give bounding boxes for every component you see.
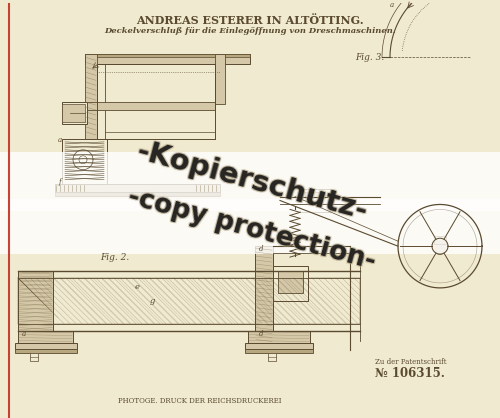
Bar xyxy=(18,331,73,342)
Text: Fig. 2.: Fig. 2. xyxy=(100,253,129,262)
Text: -copy protection-: -copy protection- xyxy=(126,185,380,276)
Text: -Kopierschutz-: -Kopierschutz- xyxy=(132,136,370,225)
Text: -copy protection-: -copy protection- xyxy=(124,185,378,276)
Bar xyxy=(300,189,330,212)
Bar xyxy=(85,54,250,64)
Bar xyxy=(55,191,220,196)
Bar xyxy=(62,104,85,122)
Text: -Kopierschutz-: -Kopierschutz- xyxy=(134,136,372,225)
Bar xyxy=(248,331,310,342)
Bar xyxy=(55,184,220,191)
Text: g: g xyxy=(150,297,156,305)
Text: f: f xyxy=(58,178,60,186)
Bar xyxy=(215,54,225,104)
Text: -copy protection-: -copy protection- xyxy=(125,184,379,275)
Bar xyxy=(255,246,273,341)
Text: d: d xyxy=(259,329,264,338)
Text: -Kopierschutz-: -Kopierschutz- xyxy=(134,137,370,226)
Bar xyxy=(62,139,107,184)
Text: a: a xyxy=(22,329,26,338)
Text: Zu der Patentschrift: Zu der Patentschrift xyxy=(375,358,446,367)
Text: ANDREAS ESTERER IN ALTÖTTING.: ANDREAS ESTERER IN ALTÖTTING. xyxy=(136,15,364,26)
Text: -copy protection-: -copy protection- xyxy=(126,183,380,274)
Circle shape xyxy=(432,238,448,254)
Bar xyxy=(18,278,360,324)
Bar xyxy=(245,349,313,354)
Text: e: e xyxy=(135,283,140,291)
Text: -copy protection-: -copy protection- xyxy=(124,183,378,274)
Text: -Kopierschutz-: -Kopierschutz- xyxy=(132,138,370,227)
Bar xyxy=(18,271,53,331)
Text: Deckelverschluß für die Einlegöffnung von Dreschmaschinen.: Deckelverschluß für die Einlegöffnung vo… xyxy=(104,27,396,35)
Bar xyxy=(62,102,87,124)
Bar xyxy=(85,54,250,57)
Bar xyxy=(305,191,325,204)
Text: a: a xyxy=(390,1,394,9)
Bar xyxy=(278,271,303,293)
Text: № 106315.: № 106315. xyxy=(375,367,445,380)
FancyBboxPatch shape xyxy=(0,199,500,254)
Bar xyxy=(15,342,77,349)
Bar xyxy=(434,236,446,244)
Bar xyxy=(85,102,215,110)
Text: -Kopierschutz-: -Kopierschutz- xyxy=(134,138,372,227)
Bar xyxy=(97,64,105,139)
Bar xyxy=(15,349,77,354)
Bar xyxy=(245,342,313,349)
Bar xyxy=(85,54,97,139)
Text: d: d xyxy=(259,245,264,253)
Text: PHOTOGE. DRUCK DER REICHSDRUCKEREI: PHOTOGE. DRUCK DER REICHSDRUCKEREI xyxy=(118,397,282,405)
Text: a: a xyxy=(58,136,62,144)
Bar xyxy=(273,266,308,301)
FancyBboxPatch shape xyxy=(0,152,500,212)
Bar xyxy=(30,354,38,362)
Text: Fig. 3.: Fig. 3. xyxy=(355,53,384,61)
Bar xyxy=(268,354,276,362)
